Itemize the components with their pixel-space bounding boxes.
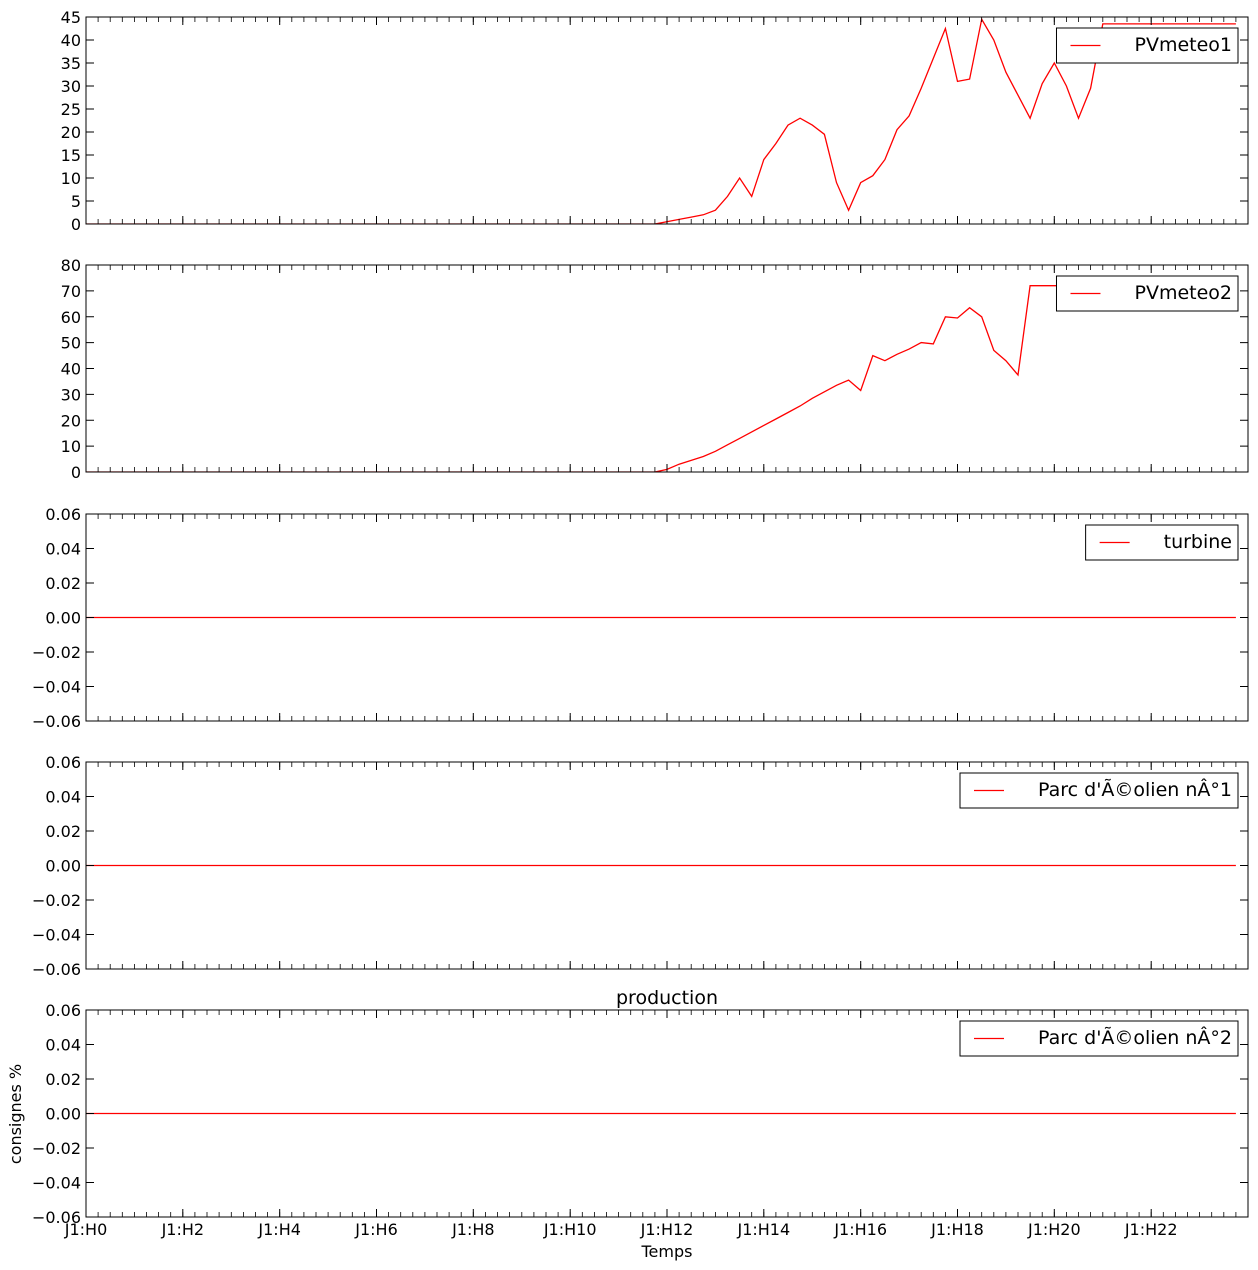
legend-label: Parc d'Ã©olien nÂ°2 xyxy=(1038,1026,1232,1049)
x-tick-label: J1:H22 xyxy=(1124,1220,1178,1239)
y-tick-label: 80 xyxy=(61,256,81,275)
x-tick-label: J1:H8 xyxy=(451,1220,495,1239)
y-tick-label: 45 xyxy=(61,8,81,27)
y-tick-label: 0.00 xyxy=(45,609,81,628)
x-tick-label: J1:H20 xyxy=(1027,1220,1081,1239)
y-tick-label: 0 xyxy=(71,215,81,234)
x-tick-label: J1:H18 xyxy=(930,1220,984,1239)
x-major-ticks xyxy=(85,1010,1152,1217)
x-major-ticks xyxy=(85,265,1152,472)
y-tick-label: 0.04 xyxy=(45,1036,81,1055)
y-tick-label: 40 xyxy=(61,360,81,379)
y-axis-label: consignes % xyxy=(6,1064,25,1164)
y-tick-label: 40 xyxy=(61,31,81,50)
y-tick-label: −0.04 xyxy=(32,926,81,945)
y-tick-label: −0.06 xyxy=(32,712,81,731)
subplot-1: 0 5 10 15 20 25 30 35 40 45 PVmeteo1 xyxy=(61,8,1249,234)
y-tick-label: 30 xyxy=(61,385,81,404)
y-tick-label: −0.04 xyxy=(32,1174,81,1193)
x-tick-label: J1:H12 xyxy=(640,1220,694,1239)
x-tick-label: J1:H2 xyxy=(161,1220,205,1239)
y-tick-label: 50 xyxy=(61,334,81,353)
legend-label: PVmeteo1 xyxy=(1134,34,1232,56)
x-tick-label: J1:H4 xyxy=(257,1220,301,1239)
y-tick-label: 0.06 xyxy=(45,753,81,772)
y-tick-label: −0.02 xyxy=(32,891,81,910)
y-tick-label: 10 xyxy=(61,437,81,456)
subplot-4: −0.06 −0.04 −0.02 0.00 0.02 0.04 0.06 Parc d'Ã©… xyxy=(32,753,1249,979)
series-line-1 xyxy=(86,17,1236,224)
chart-title: production xyxy=(616,987,718,1009)
y-tick-label: 35 xyxy=(61,54,81,73)
x-major-ticks xyxy=(85,514,1152,721)
y-tick-label: 70 xyxy=(61,282,81,301)
x-major-ticks xyxy=(85,17,1152,224)
y-tick-label: 0.02 xyxy=(45,1070,81,1089)
y-tick-label: 20 xyxy=(61,411,81,430)
x-tick-label: J1:H16 xyxy=(833,1220,887,1239)
y-tick-label: 60 xyxy=(61,308,81,327)
x-tick-label: J1:H14 xyxy=(736,1220,790,1239)
legend-box xyxy=(959,1020,1239,1057)
subplot-5: −0.06 −0.04 −0.02 0.00 0.02 0.04 0.06 Parc d'Ã©… xyxy=(32,1001,1249,1227)
x-tick-label: J1:H6 xyxy=(354,1220,398,1239)
x-major-ticks xyxy=(85,762,1152,969)
series-line-2 xyxy=(86,285,1236,472)
x-tick-label: J1:H10 xyxy=(543,1220,597,1239)
y-tick-label: 10 xyxy=(61,169,81,188)
y-tick-label: −0.02 xyxy=(32,1139,81,1158)
y-tick-label: 15 xyxy=(61,146,81,165)
y-tick-label: 20 xyxy=(61,123,81,142)
y-tick-label: −0.06 xyxy=(32,1208,81,1227)
y-tick-label: 0.06 xyxy=(45,505,81,524)
legend-box xyxy=(959,772,1239,809)
y-tick-label: 0.04 xyxy=(45,540,81,559)
y-tick-label: 0.04 xyxy=(45,788,81,807)
y-tick-label: 25 xyxy=(61,100,81,119)
y-tick-label: 30 xyxy=(61,77,81,96)
y-tick-label: 0.00 xyxy=(45,1105,81,1124)
subplot-2: 0 10 20 30 40 50 60 70 80 PVmeteo2 xyxy=(61,256,1249,482)
legend-label: Parc d'Ã©olien nÂ°1 xyxy=(1038,778,1232,801)
legend-label: turbine xyxy=(1164,531,1232,553)
y-tick-label: −0.02 xyxy=(32,643,81,662)
x-axis-label: Temps xyxy=(641,1242,693,1261)
y-tick-label: 0.06 xyxy=(45,1001,81,1020)
y-tick-label: 5 xyxy=(71,192,81,211)
y-tick-label: 0.02 xyxy=(45,574,81,593)
subplot-3: −0.06 −0.04 −0.02 0.00 0.02 0.04 0.06 turbine xyxy=(32,505,1249,731)
legend-label: PVmeteo2 xyxy=(1134,282,1232,304)
y-tick-label: 0.00 xyxy=(45,857,81,876)
y-tick-label: 0 xyxy=(71,463,81,482)
x-tick-label: J1:H0 xyxy=(64,1220,108,1239)
y-tick-label: 0.02 xyxy=(45,822,81,841)
y-tick-label: −0.04 xyxy=(32,678,81,697)
y-tick-label: −0.06 xyxy=(32,960,81,979)
